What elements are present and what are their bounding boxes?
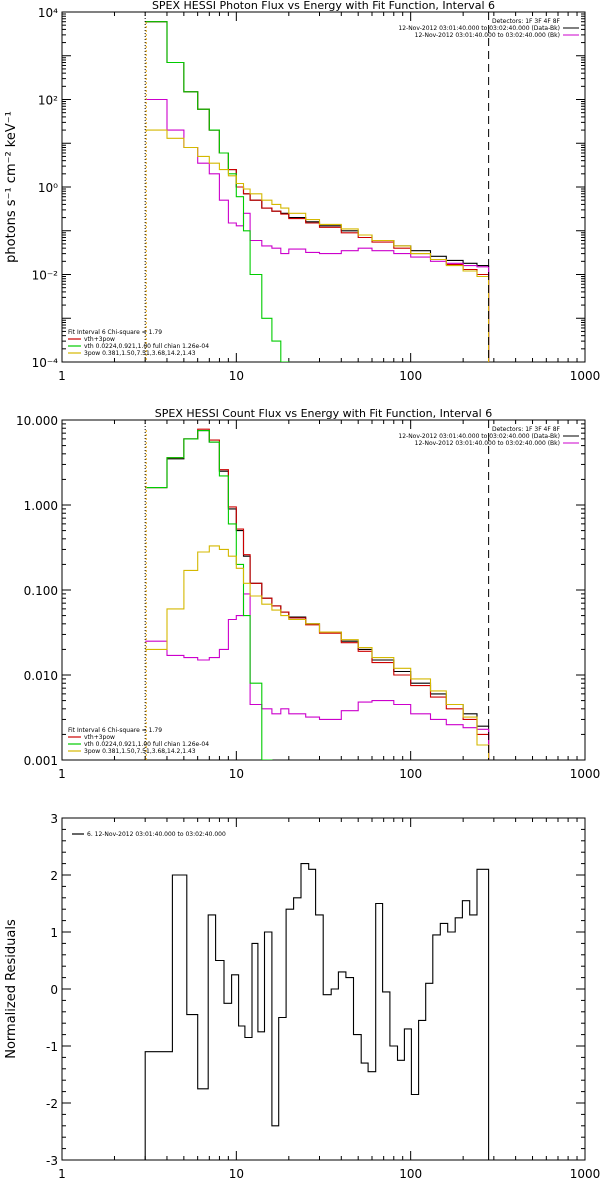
- y-tick-label: 10⁻⁴: [32, 356, 59, 370]
- legend-entry: vth 0.0224,0.921,1.00 full chian 1.26e-0…: [84, 343, 209, 350]
- y-tick-label: -2: [46, 1097, 58, 1111]
- legend-entry: 12-Nov-2012 03:01:40.000 to 03:02:40.000…: [415, 440, 560, 447]
- legend-entry: vth+3pow: [84, 336, 115, 343]
- y-tick-label: 0.100: [24, 584, 58, 598]
- series-line-3: [145, 21, 290, 362]
- x-tick-label: 10: [229, 1167, 244, 1181]
- y-axis-label: photons s⁻¹ cm⁻² keV⁻¹: [4, 111, 19, 263]
- y-tick-label: -3: [46, 1154, 58, 1168]
- legend-entry: 3pow 0.381,1.50,7.51,3.68,14.2,1.43: [84, 350, 196, 357]
- series-group: [145, 428, 490, 760]
- series-line-4: [145, 545, 490, 760]
- legend-entry: Detectors: 1F 3F 4F 8F: [492, 18, 561, 25]
- series-line-4: [145, 129, 490, 362]
- x-tick-label: 100: [399, 369, 422, 383]
- plot-frame: [61, 11, 586, 363]
- y-tick-label: 0.001: [24, 754, 58, 768]
- x-tick-label: 1000: [570, 1167, 600, 1181]
- y-tick-label: 10⁻²: [32, 269, 59, 283]
- chart-title: SPEX HESSI Photon Flux vs Energy with Fi…: [152, 0, 495, 12]
- legend-entry: 12-Nov-2012 03:01:40.000 to 03:02:40.000…: [398, 25, 560, 32]
- series-group: [144, 863, 490, 1160]
- y-tick-label: 1: [50, 926, 58, 940]
- x-tick-label: 100: [399, 1167, 422, 1181]
- legend-entry: 12-Nov-2012 03:01:40.000 to 03:02:40.000…: [398, 433, 560, 440]
- series-group: [145, 21, 490, 362]
- legend-entry: Detectors: 1F 3F 4F 8F: [492, 426, 561, 433]
- y-tick-label: 10⁴: [38, 6, 58, 20]
- y-tick-label: 10²: [38, 94, 58, 108]
- plot-frame: [61, 419, 586, 761]
- residuals-panel: 1 10 100 1000 -3 -2 -1 0 1 2 3 Normalized Residuals…: [4, 812, 600, 1181]
- legend-entry: 3pow 0.381,1.50,7.51,3.68,14.2,1.43: [84, 748, 196, 755]
- series-line-0: [145, 430, 490, 760]
- series-line-2: [145, 98, 490, 362]
- photon-flux-panel: SPEX HESSI Photon Flux vs Energy with Fi…: [4, 0, 600, 383]
- x-tick-label: 1000: [570, 369, 600, 383]
- series-line-1: [145, 21, 490, 362]
- y-axis-label: Normalized Residuals: [4, 919, 19, 1059]
- legend-entry: 6. 12-Nov-2012 03:01:40.000 to 03:02:40.…: [87, 831, 226, 838]
- legend-entry: Fit Interval 6 Chi-square = 1.79: [68, 329, 162, 336]
- x-tick-label: 1000: [570, 767, 600, 781]
- y-tick-label: 2: [50, 869, 58, 883]
- y-tick-label: -1: [46, 1040, 58, 1054]
- series-line-1: [145, 428, 490, 760]
- chart-title: SPEX HESSI Count Flux vs Energy with Fit…: [155, 407, 492, 420]
- x-tick-label: 1: [58, 1167, 66, 1181]
- x-tick-label: 1: [58, 369, 66, 383]
- x-tick-label: 100: [399, 767, 422, 781]
- y-tick-label: 10⁰: [38, 181, 58, 195]
- y-tick-label: 0: [50, 983, 58, 997]
- count-flux-panel: SPEX HESSI Count Flux vs Energy with Fit…: [16, 407, 600, 781]
- y-tick-label: 10.000: [16, 414, 58, 428]
- series-line-3: [145, 430, 273, 760]
- legend-entry: 12-Nov-2012 03:01:40.000 to 03:02:40.000…: [415, 32, 560, 39]
- x-tick-label: 10: [229, 369, 244, 383]
- series-line-0: [144, 863, 490, 1160]
- y-tick-label: 1.000: [24, 499, 58, 513]
- series-line-0: [145, 21, 490, 362]
- series-line-2: [145, 593, 490, 760]
- y-tick-label: 3: [50, 812, 58, 826]
- y-tick-label: 0.010: [24, 669, 58, 683]
- legend-entry: vth+3pow: [84, 734, 115, 741]
- x-tick-label: 1: [58, 767, 66, 781]
- legend-entry: Fit Interval 6 Chi-square = 1.79: [68, 727, 162, 734]
- legend-entry: vth 0.0224,0.921,1.00 full chian 1.26e-0…: [84, 741, 209, 748]
- x-tick-label: 10: [229, 767, 244, 781]
